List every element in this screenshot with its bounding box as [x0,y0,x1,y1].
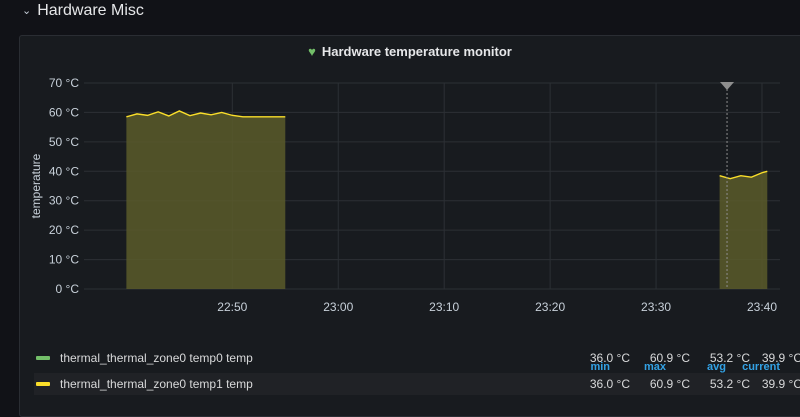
row-header[interactable]: ⌄ Hardware Misc [22,0,144,22]
y-tick-label: 10 °C [49,253,79,267]
legend-item[interactable]: thermal_thermal_zone0 temp0 temp 36.0 °C… [34,347,800,369]
legend-header-min[interactable]: min [590,361,610,373]
legend-current: 39.9 °C [761,377,800,391]
series-area [719,171,768,289]
y-tick-label: 60 °C [49,105,79,119]
legend-header-current[interactable]: current [742,361,780,373]
x-tick-label: 22:50 [217,300,247,314]
legend-max: 60.9 °C [649,377,690,391]
x-tick-label: 23:40 [747,300,777,314]
x-tick-label: 23:10 [429,300,459,314]
legend-header-max[interactable]: max [643,361,666,373]
panel-title[interactable]: ♥ Hardware temperature monitor [20,42,800,60]
y-tick-label: 40 °C [49,164,79,178]
y-axis-label: temperature [29,153,43,218]
legend-stat-headers: min max avg current [20,361,800,377]
temperature-chart[interactable]: 0 °C 10 °C 20 °C 30 °C 40 °C 50 °C 60 °C 70 °C 2… [20,36,800,336]
chevron-down-icon[interactable]: ⌄ [22,4,32,17]
series-area [126,110,286,289]
legend-avg: 53.2 °C [709,377,750,391]
legend-max: 60.9 °C [649,351,690,365]
legend-current: 39.9 °C [761,351,800,365]
series-color-swatch[interactable] [36,382,50,386]
legend-min: 36.0 °C [589,351,630,365]
x-tick-label: 23:00 [323,300,353,314]
graph-panel: ♥ Hardware temperature monitor 0 °C 10 °C… [19,35,800,417]
y-tick-label: 0 °C [56,282,80,296]
y-tick-label: 20 °C [49,223,79,237]
y-tick-label: 70 °C [49,76,79,90]
row-title: Hardware Misc [37,2,144,19]
series-line [126,110,286,118]
x-tick-label: 23:20 [535,300,565,314]
legend-series-name[interactable]: thermal_thermal_zone0 temp1 temp [60,377,253,391]
heart-icon: ♥ [308,43,316,59]
y-tick-label: 30 °C [49,194,79,208]
x-tick-label: 23:30 [641,300,671,314]
legend-header-avg[interactable]: avg [707,361,726,373]
series-line [719,170,768,180]
y-tick-label: 50 °C [49,135,79,149]
legend-min: 36.0 °C [589,377,630,391]
legend-series-name[interactable]: thermal_thermal_zone0 temp0 temp [60,351,253,365]
legend-item[interactable]: thermal_thermal_zone0 temp1 temp 36.0 °C… [34,373,800,395]
annotation-marker [720,82,735,90]
series-color-swatch[interactable] [36,356,50,360]
legend-avg: 53.2 °C [709,351,750,365]
panel-title-text: Hardware temperature monitor [321,43,512,59]
